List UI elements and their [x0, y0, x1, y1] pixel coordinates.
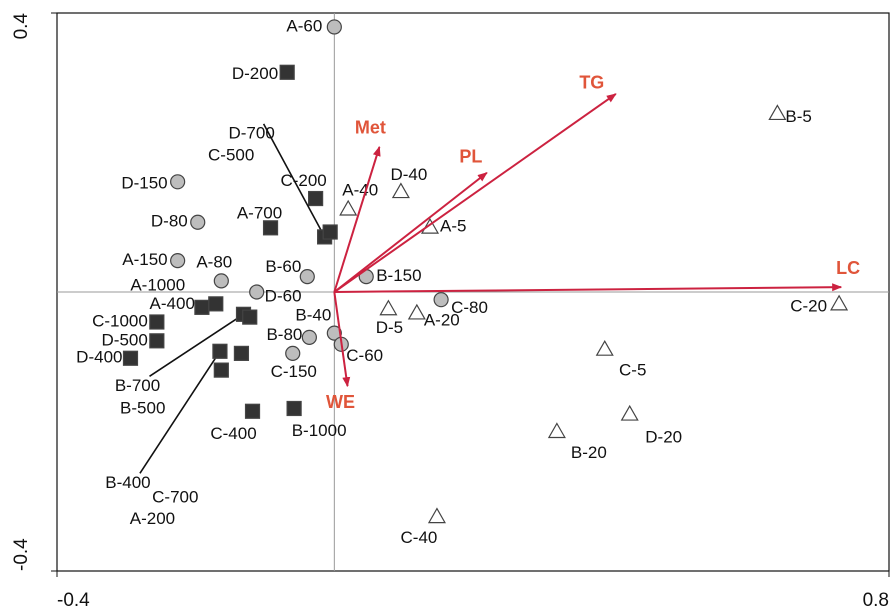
point-label: B-60	[265, 257, 301, 276]
point-label: C-200	[280, 171, 326, 190]
point-label: C-700	[152, 488, 198, 507]
point	[547, 422, 566, 439]
point-label: D-700	[228, 123, 274, 142]
point-label: C-5	[619, 361, 646, 380]
point	[595, 339, 614, 356]
point	[379, 299, 398, 316]
point-label: A-60	[286, 16, 322, 35]
point-label: C-40	[401, 528, 438, 547]
arrow-label: TG	[579, 73, 604, 93]
point-label: C-400	[210, 424, 256, 443]
point	[620, 404, 639, 421]
loading-arrow	[333, 291, 351, 388]
point-label: D-60	[265, 286, 302, 305]
point-label: D-20	[645, 428, 682, 447]
point-label: A-1000	[130, 275, 185, 294]
point	[208, 296, 224, 312]
point-label: B-400	[105, 473, 150, 492]
point-label: B-5	[785, 107, 811, 126]
point	[233, 345, 250, 361]
point	[213, 362, 229, 378]
point-label: B-20	[571, 443, 607, 462]
point	[170, 253, 186, 269]
point-label: A-40	[342, 180, 378, 199]
point	[427, 507, 446, 524]
point	[301, 329, 317, 345]
point-label: C-500	[208, 145, 254, 164]
loading-arrow	[333, 145, 381, 293]
point	[194, 299, 210, 315]
point	[339, 199, 358, 216]
point-label: D-80	[151, 212, 188, 231]
point-label: B-500	[120, 399, 165, 418]
y-tick-label: -0.4	[11, 538, 32, 571]
point	[768, 104, 787, 121]
point-label: C-150	[271, 362, 317, 381]
point	[433, 292, 449, 308]
point-label: B-150	[376, 266, 421, 285]
loading-arrow	[333, 171, 488, 293]
point	[830, 294, 849, 311]
point-label: D-150	[121, 173, 167, 192]
point-label: B-40	[295, 306, 331, 325]
leader-line	[149, 313, 244, 377]
point-label: B-1000	[292, 421, 347, 440]
point	[213, 273, 229, 289]
point	[322, 224, 338, 240]
arrow-label: WE	[326, 392, 355, 412]
point-label: C-1000	[92, 311, 148, 330]
point	[149, 333, 165, 349]
leader-line	[139, 350, 221, 474]
point	[326, 325, 342, 341]
point-label: D-40	[390, 165, 427, 184]
loading-arrow	[334, 283, 843, 293]
point	[326, 19, 342, 35]
x-tick-label: -0.4	[57, 590, 90, 611]
point-label: C-60	[346, 346, 383, 365]
point	[286, 400, 302, 417]
leader-line	[262, 123, 326, 238]
point-label: D-500	[102, 330, 148, 349]
point	[285, 345, 301, 361]
y-tick-label: 0.4	[11, 13, 32, 40]
arrow-label: PL	[459, 146, 482, 166]
loading-arrow	[333, 93, 617, 293]
arrow-label: LC	[836, 258, 860, 278]
point	[407, 303, 426, 320]
point	[391, 182, 410, 199]
x-tick-label: 0.8	[863, 590, 889, 611]
point-label: A-5	[440, 217, 466, 236]
point	[212, 343, 228, 359]
point	[242, 309, 258, 325]
point	[190, 214, 206, 230]
point	[149, 314, 165, 330]
point-label: D-400	[76, 348, 122, 367]
point-label: B-80	[266, 325, 302, 344]
point-label: B-700	[115, 376, 160, 395]
point-label: D-5	[376, 318, 403, 337]
point-label: A-20	[424, 310, 460, 329]
point-label: A-700	[237, 203, 282, 222]
point	[279, 64, 295, 80]
point	[420, 217, 440, 234]
point-label: C-20	[790, 296, 827, 315]
point	[249, 284, 265, 300]
point-label: A-80	[196, 252, 232, 271]
arrow-label: Met	[355, 118, 386, 138]
point	[244, 403, 261, 419]
point-label: C-80	[451, 298, 488, 317]
point-label: A-400	[150, 294, 195, 313]
point-label: A-200	[130, 509, 175, 528]
point	[122, 350, 139, 366]
point-label: D-200	[232, 64, 278, 83]
point	[299, 269, 315, 285]
point	[170, 174, 186, 190]
point	[308, 190, 324, 207]
point	[262, 220, 279, 236]
point-label: A-150	[122, 250, 167, 269]
